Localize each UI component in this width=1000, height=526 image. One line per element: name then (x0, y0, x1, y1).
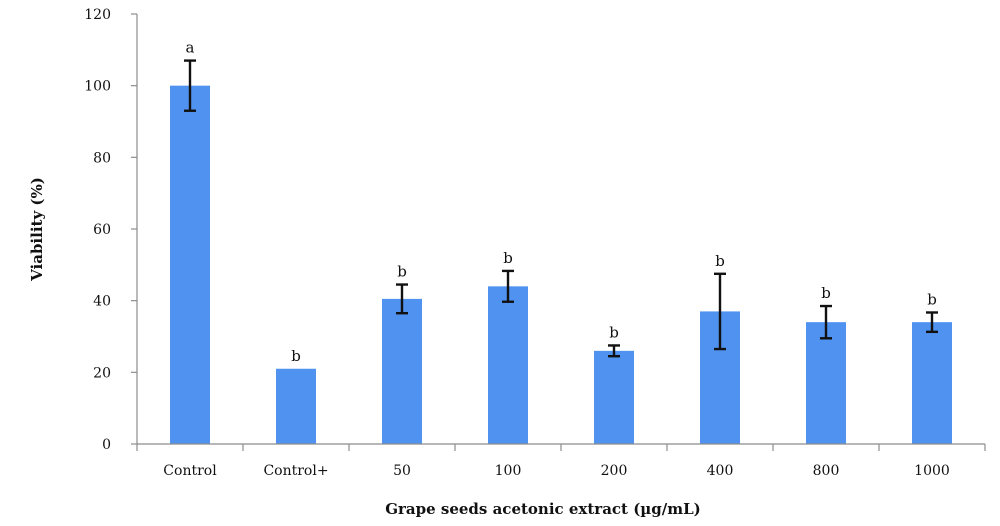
x-tick-label: 1000 (914, 463, 950, 479)
error-bar (820, 304, 832, 340)
x-tick-label: Control+ (263, 463, 328, 479)
significance-label: b (609, 323, 619, 341)
x-axis-title: Grape seeds acetonic extract (µg/mL) (385, 500, 701, 518)
y-tick-label: 40 (93, 294, 111, 310)
bar (912, 322, 952, 444)
x-tick-label: Control (163, 463, 217, 479)
error-bar (396, 283, 408, 315)
bar (488, 286, 528, 444)
y-axis-title: Viability (%) (28, 177, 46, 282)
bar (170, 85, 210, 445)
significance-label: a (186, 39, 195, 57)
error-bar (926, 311, 938, 334)
bars (170, 85, 952, 445)
bar (594, 350, 634, 444)
significance-label: b (821, 284, 831, 302)
y-tick-label: 120 (84, 7, 111, 23)
significance-label: b (291, 347, 301, 365)
x-axis-ticks: Control Control+ 50 100 200 400 800 1000 (136, 444, 986, 479)
y-tick-label: 60 (93, 222, 111, 238)
significance-label: b (715, 252, 725, 270)
error-bar (502, 269, 514, 303)
significance-label: b (927, 290, 937, 308)
error-bar (184, 59, 196, 112)
bar (276, 368, 316, 444)
error-bars (184, 59, 938, 358)
y-tick-label: 0 (102, 437, 111, 453)
y-tick-label: 100 (84, 79, 111, 95)
significance-label: b (503, 249, 513, 267)
y-axis-ticks: 0 20 40 60 80 100 120 (84, 7, 137, 453)
bar (382, 298, 422, 444)
error-bar (714, 272, 726, 351)
x-tick-label: 50 (393, 463, 411, 479)
x-tick-label: 200 (601, 463, 628, 479)
y-tick-label: 80 (93, 150, 111, 166)
y-tick-label: 20 (93, 365, 111, 381)
x-tick-label: 100 (495, 463, 522, 479)
bar (806, 322, 846, 444)
x-tick-label: 800 (813, 463, 840, 479)
significance-label: b (397, 263, 407, 281)
error-bar (608, 344, 620, 358)
significance-labels: a b b b b b b b (186, 39, 937, 365)
x-tick-label: 400 (707, 463, 734, 479)
